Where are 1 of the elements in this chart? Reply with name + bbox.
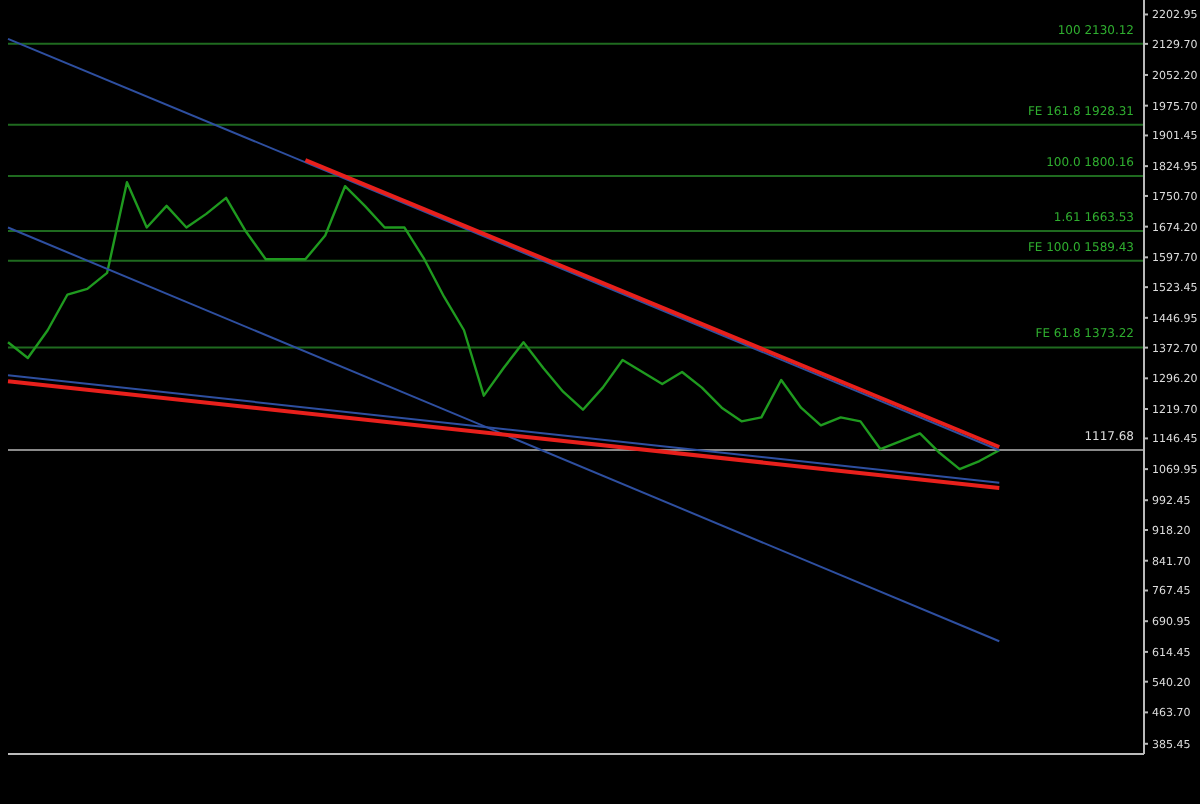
line-series	[6, 180, 1001, 471]
